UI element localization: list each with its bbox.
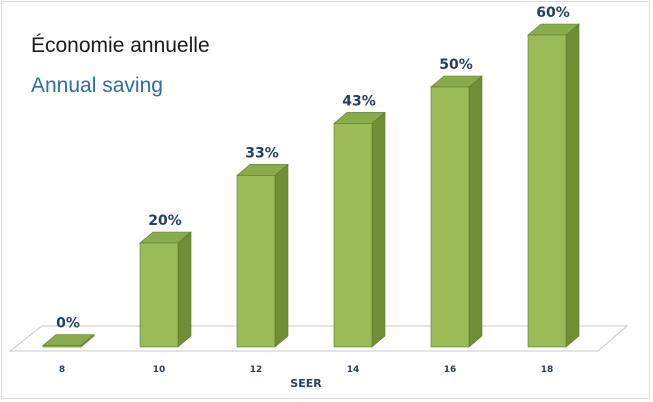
bar-front: [236, 175, 276, 348]
x-tick-label: 10: [153, 365, 166, 375]
x-axis-title: SEER: [290, 377, 322, 390]
bar-side: [177, 231, 192, 348]
bar-side: [565, 23, 580, 348]
bar: [139, 231, 192, 348]
data-label: 20%: [148, 213, 182, 229]
bar-group: [42, 23, 580, 348]
bar: [236, 163, 289, 348]
data-label: 33%: [245, 145, 279, 161]
bar-side: [371, 111, 386, 348]
bar: [430, 75, 483, 348]
bar: [527, 23, 580, 348]
x-tick-label: 12: [250, 365, 263, 375]
bar: [333, 111, 386, 348]
bar-front: [527, 34, 567, 348]
chart-title-french: Économie annuelle: [31, 34, 210, 57]
chart-title-english: Annual saving: [31, 74, 163, 97]
bar-side: [468, 75, 483, 348]
data-label-group: 0% 20% 33% 43% 50% 60%: [56, 5, 570, 332]
bar-front: [139, 242, 179, 348]
data-label: 60%: [536, 5, 570, 21]
bar-front: [42, 345, 82, 348]
bar: [42, 333, 95, 348]
bar-front: [430, 86, 470, 348]
x-tick-label: 16: [444, 365, 457, 375]
bar-side: [274, 163, 289, 348]
x-tick-group: 8 10 12 14 16 18: [59, 365, 553, 375]
bar-front: [333, 123, 373, 348]
data-label: 43%: [342, 93, 376, 109]
data-label: 50%: [439, 57, 473, 73]
x-tick-label: 18: [541, 365, 554, 375]
x-tick-label: 8: [59, 365, 65, 375]
data-label: 0%: [56, 316, 80, 332]
x-tick-label: 14: [347, 365, 360, 375]
